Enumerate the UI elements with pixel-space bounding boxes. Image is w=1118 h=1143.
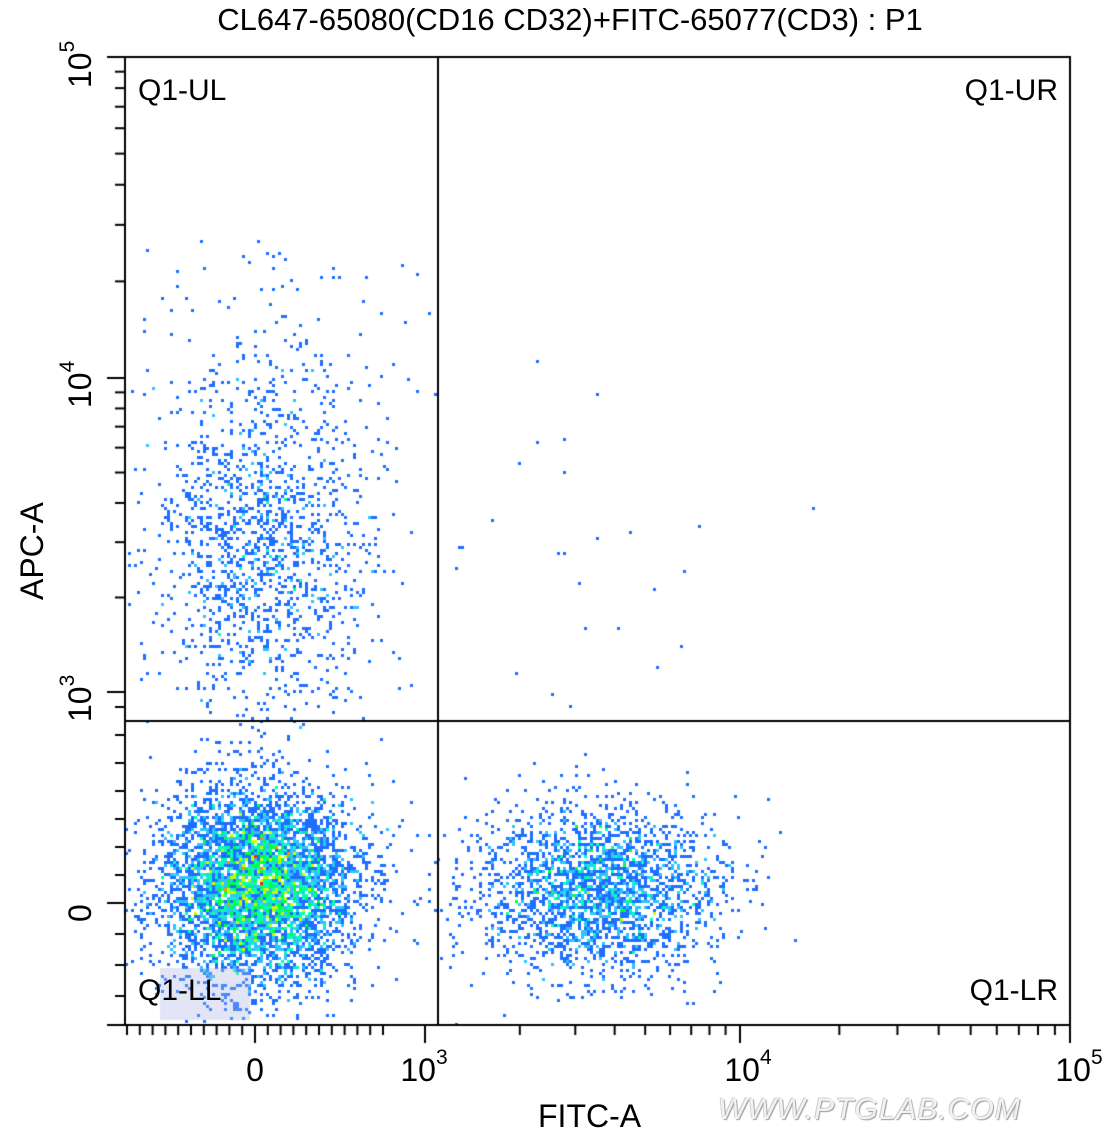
quadrant-label-ur: Q1-UR	[964, 74, 1058, 107]
y-tick-label-1e3: 103	[56, 674, 98, 722]
x-tick-label-1e4: 104	[724, 1046, 772, 1088]
x-tick-label-1e3: 103	[400, 1046, 448, 1088]
x-axis-label: FITC-A	[538, 1098, 642, 1134]
y-tick-label-1e4: 104	[56, 360, 98, 408]
quadrant-label-ll: Q1-LL	[138, 974, 222, 1007]
x-tick-label-1e5: 105	[1055, 1046, 1103, 1088]
watermark: WWW.PTGLAB.COM	[718, 1093, 1021, 1126]
y-tick-label-0: 0	[62, 904, 98, 922]
chart-title: CL647-65080(CD16 CD32)+FITC-65077(CD3) :…	[217, 2, 923, 37]
y-axis-label: APC-A	[14, 502, 50, 600]
x-tick-label-0: 0	[246, 1052, 264, 1088]
y-tick-label-1e5: 105	[56, 40, 98, 88]
quadrant-label-lr: Q1-LR	[969, 974, 1058, 1007]
quadrant-label-ul: Q1-UL	[138, 74, 227, 107]
